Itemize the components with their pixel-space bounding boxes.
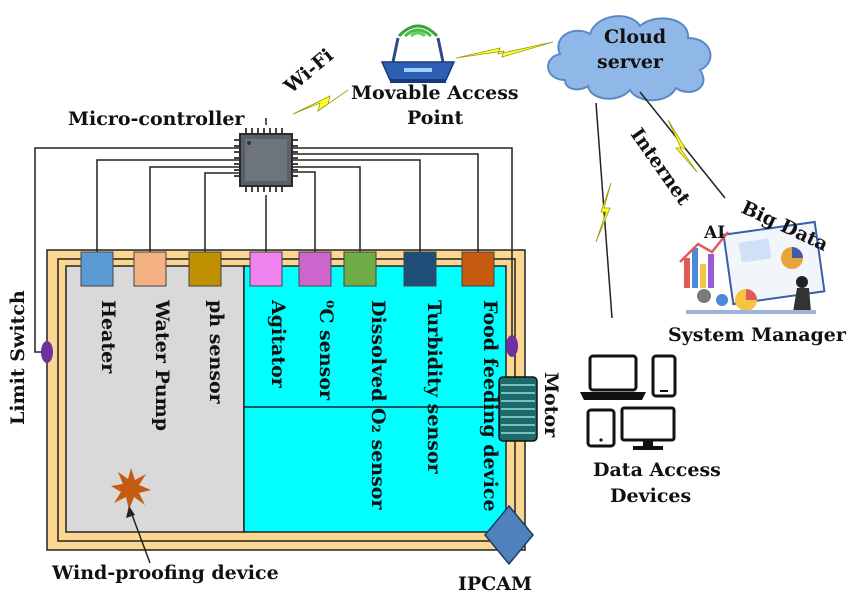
- access-point-label-line1: Movable Access: [351, 82, 519, 104]
- data-access-label-line1: Data Access: [593, 459, 721, 481]
- sensor-box-4: [298, 251, 332, 287]
- lightning-wifi-icon: [292, 89, 349, 115]
- ipcam-label: IPCAM: [458, 573, 532, 595]
- sensor-label-5: Dissolved O₂ sensor: [367, 300, 389, 510]
- wifi-label: Wi-Fi: [279, 44, 337, 98]
- sensor-label-1: Water Pump: [151, 299, 173, 431]
- lightning-devices-icon: [595, 182, 612, 243]
- limit-switch-label: Limit Switch: [7, 290, 29, 425]
- limit-switch-left: [41, 341, 53, 363]
- cloud-icon: [547, 15, 712, 102]
- sensor-label-6: Turbidity sensor: [423, 300, 445, 475]
- sensor-box-7: [461, 251, 495, 287]
- sensor-label-7: Food feeding device: [479, 300, 501, 512]
- tablet-icon: [586, 408, 616, 448]
- sensor-boxes: [80, 251, 495, 287]
- sensor-label-4: ⁰C sensor: [315, 300, 337, 401]
- sensor-box-5: [343, 251, 377, 287]
- wind-proofing-label: Wind-proofing device: [51, 562, 279, 584]
- analytics-icon: [679, 220, 826, 314]
- phone-icon: [651, 354, 677, 398]
- sensor-box-1: [133, 251, 167, 287]
- microcontroller-label: Micro-controller: [68, 108, 245, 130]
- laptop-icon: [580, 354, 646, 400]
- wind-proofing-arrow: [130, 511, 151, 564]
- data-access-label-line2: Devices: [610, 485, 691, 507]
- sensor-box-2: [188, 251, 222, 287]
- access-point-label-line2: Point: [407, 107, 463, 129]
- monitor-icon: [620, 406, 676, 450]
- tank-water-section: [243, 265, 507, 533]
- motor-label: Motor: [540, 372, 562, 438]
- sensor-label-3: Agitator: [267, 299, 289, 389]
- motor-icon: [498, 376, 538, 442]
- chip-icon: [234, 128, 298, 192]
- limit-switch-right: [506, 335, 518, 357]
- router-icon: [380, 24, 456, 83]
- star-icon: [111, 468, 151, 510]
- arrow-head-icon: [126, 506, 135, 518]
- lightning-router-cloud-icon: [455, 41, 554, 59]
- sensor-box-3: [249, 251, 283, 287]
- system-manager-label: System Manager: [668, 324, 847, 346]
- sensor-label-2: ph sensor: [205, 300, 227, 405]
- sensor-box-6: [403, 251, 437, 287]
- control-wires: [34, 118, 513, 353]
- sensor-label-0: Heater: [97, 300, 119, 374]
- lightning-manager-icon: [667, 119, 698, 173]
- ipcam-icon: [484, 504, 534, 566]
- cloud-label-line1: Cloud: [604, 26, 666, 48]
- internet-label: Internet: [626, 124, 695, 209]
- cloud-label-line2: server: [597, 51, 664, 73]
- ai-label: AI: [703, 223, 725, 243]
- sensor-box-0: [80, 251, 114, 287]
